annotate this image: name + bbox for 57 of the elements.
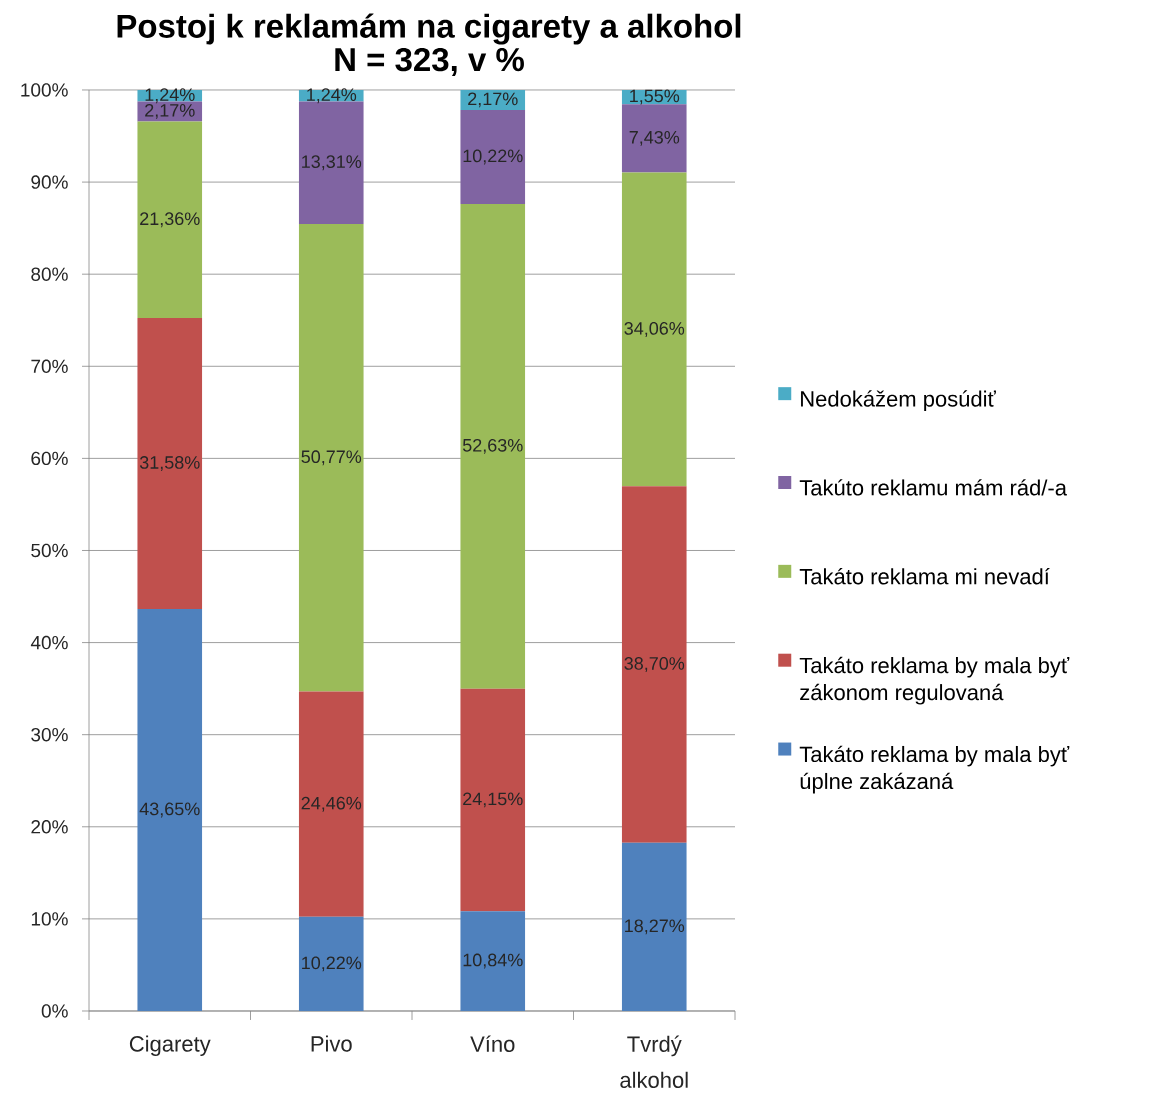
y-tick-label: 0% bbox=[41, 1004, 68, 1018]
bar bbox=[298, 223, 364, 692]
bar bbox=[298, 691, 364, 917]
data-label: 1,24% bbox=[145, 88, 195, 104]
y-tick-label: 40% bbox=[30, 635, 68, 650]
y-tick-label: 30% bbox=[31, 727, 68, 742]
y-tick-label: 80% bbox=[31, 267, 68, 281]
legend-label: Takáto reklama by mala byť zákonom regulovaná bbox=[799, 656, 1070, 705]
legend-label: Takáto reklama by mala byť úplne zakázaná bbox=[799, 745, 1070, 794]
bar bbox=[621, 842, 687, 1011]
y-tick-label: 10% bbox=[31, 912, 68, 926]
bar bbox=[460, 688, 526, 912]
bar bbox=[298, 101, 364, 224]
data-label: 1,55% bbox=[630, 89, 680, 105]
y-tick-label: 50% bbox=[31, 543, 68, 558]
chart-subtitle: N = 323, v % bbox=[335, 47, 524, 77]
y-tick-label: 70% bbox=[31, 359, 68, 374]
legend-label: Nedokážem posúdiť bbox=[801, 390, 996, 412]
x-tick-label: Cigarety bbox=[129, 1035, 211, 1057]
data-label: 2,17% bbox=[468, 92, 518, 108]
y-tick-label: 60% bbox=[31, 451, 68, 466]
data-label: 2,17% bbox=[145, 103, 195, 119]
bar bbox=[621, 104, 687, 173]
y-tick-label: 20% bbox=[31, 820, 68, 834]
legend-label: Takáto reklama mi nevadí bbox=[799, 568, 1050, 585]
x-tick-label: Tvrdý alkohol bbox=[620, 1035, 688, 1088]
bar bbox=[137, 121, 203, 319]
bar bbox=[460, 109, 526, 204]
bar bbox=[460, 911, 526, 1011]
data-label: 31,58% bbox=[139, 456, 200, 471]
data-label: 7,43% bbox=[629, 130, 680, 146]
data-label: 24,46% bbox=[301, 796, 362, 812]
data-label: 52,63% bbox=[462, 438, 523, 454]
chart-title: Postoj k reklamám na cigarety a alkohol bbox=[117, 13, 741, 45]
data-label: 43,65% bbox=[139, 802, 200, 818]
bar bbox=[298, 916, 364, 1011]
data-label: 10,22% bbox=[463, 149, 523, 165]
y-tick-label: 100% bbox=[21, 83, 68, 97]
data-label: 1,24% bbox=[307, 88, 357, 104]
x-tick-label: Víno bbox=[470, 1035, 515, 1052]
bar bbox=[621, 486, 687, 843]
data-label: 13,31% bbox=[302, 155, 362, 171]
data-label: 10,84% bbox=[463, 953, 523, 969]
bar bbox=[137, 318, 203, 609]
legend-label: Takúto reklamu mám rád/-a bbox=[799, 479, 1067, 496]
data-label: 10,22% bbox=[302, 956, 362, 972]
x-tick-label: Pivo bbox=[311, 1035, 352, 1052]
y-tick-label: 90% bbox=[31, 175, 68, 189]
data-label: 34,06% bbox=[624, 322, 685, 337]
data-label: 38,70% bbox=[624, 657, 685, 672]
bar bbox=[460, 204, 526, 689]
data-label: 21,36% bbox=[140, 212, 200, 228]
data-label: 50,77% bbox=[301, 450, 362, 466]
bar bbox=[621, 172, 687, 487]
data-label: 24,15% bbox=[463, 792, 523, 808]
bar bbox=[137, 608, 203, 1011]
data-label: 18,27% bbox=[625, 919, 685, 935]
